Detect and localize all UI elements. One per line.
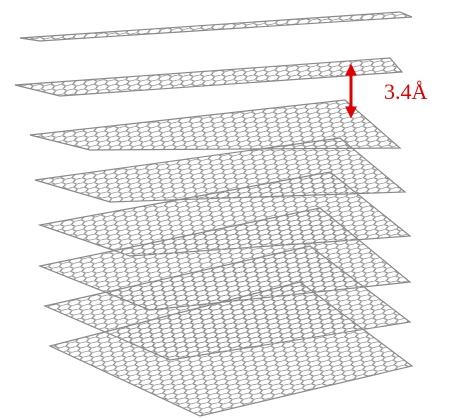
graphite-diagram: 3.4Å — [0, 0, 460, 418]
spacing-label: 3.4Å — [384, 79, 428, 104]
layer — [20, 12, 412, 41]
layer — [15, 58, 402, 96]
